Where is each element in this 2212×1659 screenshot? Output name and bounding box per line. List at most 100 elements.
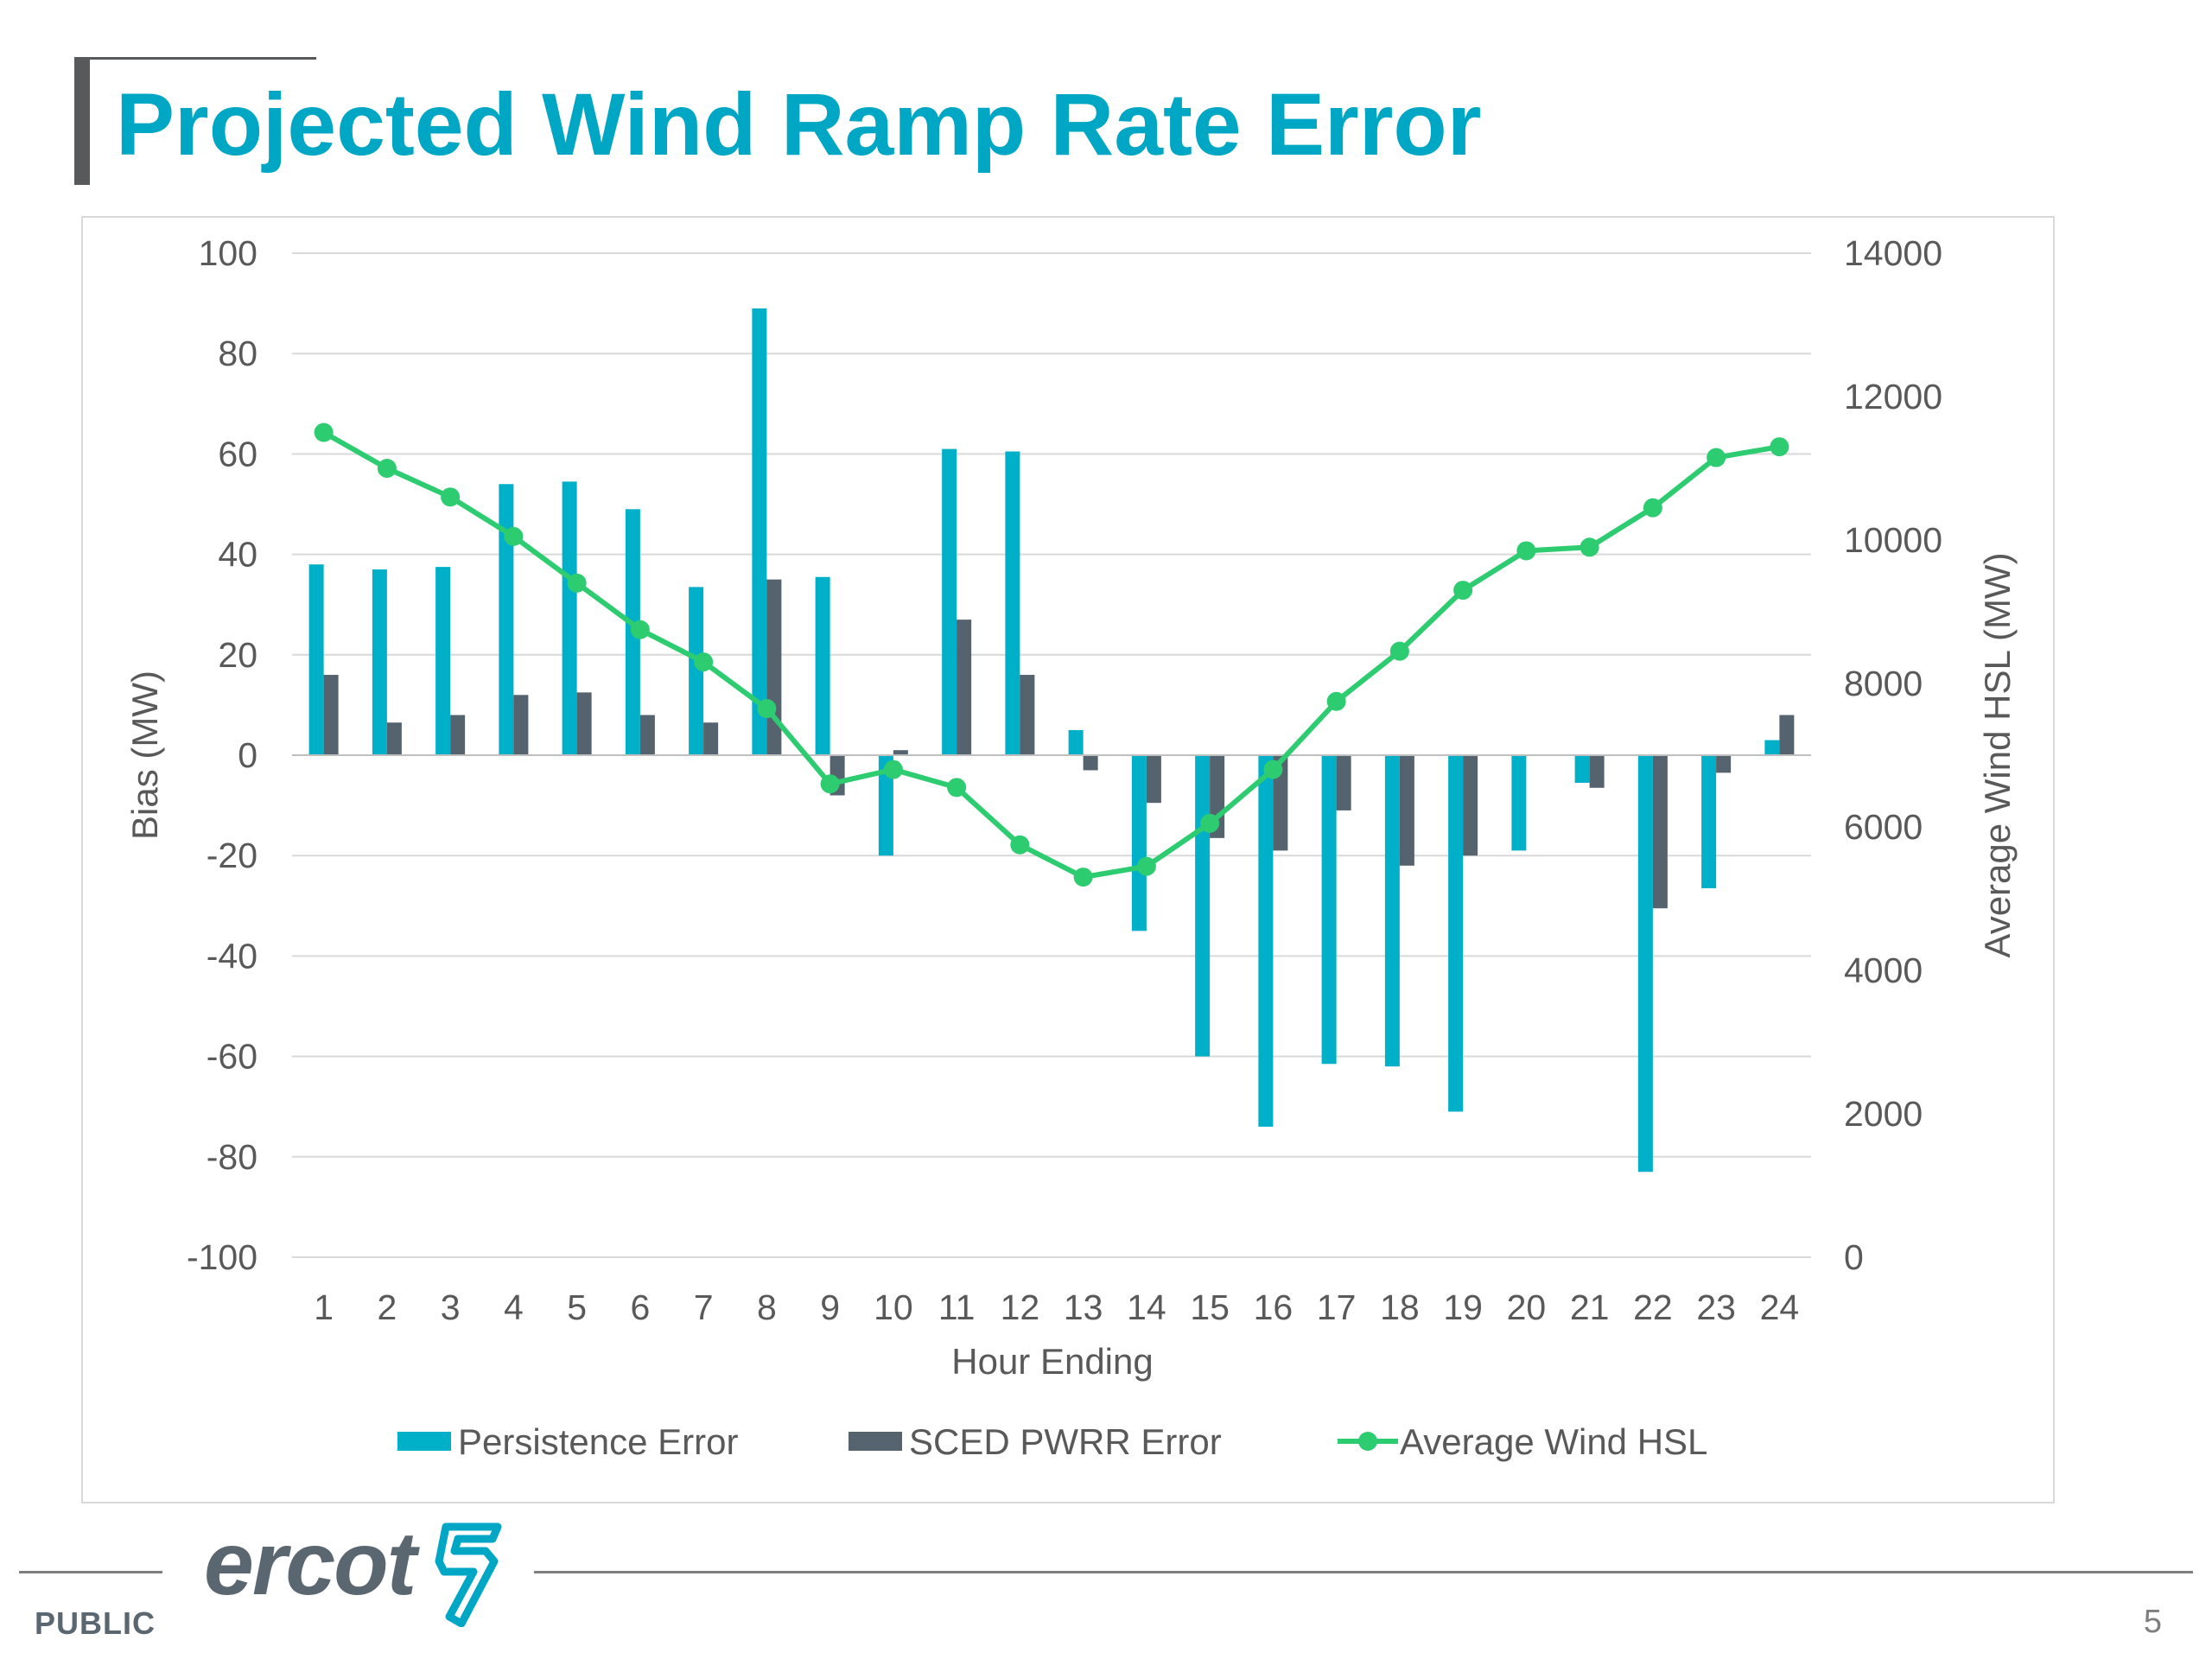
average-wind-hsl-point	[1263, 760, 1283, 779]
x-tick-label: 15	[1190, 1287, 1230, 1327]
y2-tick-label: 10000	[1844, 520, 1942, 560]
y-tick-label: -80	[207, 1137, 257, 1177]
sced-pwrr-error-bar	[1399, 755, 1414, 866]
y-tick-label: 20	[218, 635, 257, 675]
x-tick-label: 14	[1127, 1287, 1166, 1327]
y-tick-label: -100	[187, 1237, 257, 1277]
footer-rule-right	[534, 1571, 2193, 1573]
sced-pwrr-error-bar	[1716, 755, 1732, 773]
y-tick-label: -60	[207, 1037, 257, 1077]
y-tick-label: 60	[218, 434, 257, 474]
x-tick-label: 2	[377, 1287, 397, 1327]
bar-layer	[308, 308, 1795, 1173]
label-layer: 100806040200-20-40-60-80-100140001200010…	[124, 233, 2018, 1382]
persistence-error-bar	[1131, 755, 1147, 931]
x-tick-label: 1	[314, 1287, 334, 1327]
sced-pwrr-error-bar	[893, 750, 908, 755]
ercot-lightning-bolt-icon	[420, 1522, 506, 1631]
persistence-error-bar	[1764, 740, 1780, 755]
average-wind-hsl-point	[314, 423, 334, 442]
persistence-error-bar	[499, 484, 514, 755]
grid-layer	[292, 252, 1811, 1258]
sced-pwrr-error-bar	[1652, 755, 1668, 909]
chart-frame	[81, 216, 2055, 1503]
y-tick-label: 0	[238, 735, 257, 775]
legend-swatch-hsl-marker	[1358, 1432, 1377, 1451]
x-tick-label: 10	[874, 1287, 913, 1327]
average-wind-hsl-point	[1580, 537, 1599, 557]
persistence-error-bar	[562, 481, 577, 755]
x-tick-label: 7	[694, 1287, 714, 1327]
average-wind-hsl-point	[883, 760, 903, 779]
average-wind-hsl-point	[820, 774, 840, 794]
sced-pwrr-error-bar	[766, 579, 782, 755]
y-tick-label: 100	[199, 233, 257, 273]
y-tick-label: -20	[207, 836, 257, 875]
persistence-error-bar	[815, 576, 830, 755]
y2-tick-label: 14000	[1844, 233, 1942, 273]
average-wind-hsl-point	[1389, 641, 1409, 661]
x-tick-label: 9	[820, 1287, 840, 1327]
x-tick-label: 24	[1760, 1287, 1800, 1327]
persistence-error-bar	[1574, 755, 1590, 783]
sced-pwrr-error-bar	[450, 715, 466, 755]
sced-pwrr-error-bar	[1083, 755, 1098, 771]
persistence-error-bar	[308, 564, 324, 755]
average-wind-hsl-point	[1516, 541, 1536, 561]
x-tick-label: 8	[757, 1287, 777, 1327]
sced-pwrr-error-bar	[639, 715, 655, 755]
y-tick-label: 40	[218, 535, 257, 575]
persistence-error-bar	[752, 308, 767, 755]
sced-pwrr-error-bar	[513, 695, 529, 755]
x-tick-label: 23	[1696, 1287, 1736, 1327]
persistence-error-bar	[1321, 755, 1337, 1065]
average-wind-hsl-point	[1453, 581, 1473, 601]
sced-pwrr-error-bar	[386, 722, 402, 755]
x-tick-label: 16	[1254, 1287, 1294, 1327]
persistence-error-bar	[1258, 755, 1274, 1127]
legend-label-sced: SCED PWRR Error	[909, 1421, 1222, 1462]
legend-layer: Persistence Error SCED PWRR Error Average …	[397, 1421, 1707, 1462]
x-tick-label: 17	[1317, 1287, 1357, 1327]
y-tick-label: -40	[207, 936, 257, 976]
average-wind-hsl-point	[377, 459, 397, 478]
sced-pwrr-error-bar	[957, 620, 972, 755]
x-tick-label: 4	[504, 1287, 524, 1327]
average-wind-hsl-point	[1643, 498, 1662, 518]
persistence-error-bar	[1005, 451, 1020, 755]
title-accent-bar	[74, 57, 90, 185]
x-tick-label: 22	[1633, 1287, 1673, 1327]
average-wind-hsl-point	[1136, 856, 1156, 876]
average-wind-hsl-point	[1073, 868, 1093, 887]
y-axis-title: Bias (MW)	[124, 671, 165, 840]
legend-label-hsl: Average Wind HSL	[1400, 1421, 1707, 1462]
persistence-error-bar	[1195, 755, 1211, 1057]
x-tick-label: 12	[1001, 1287, 1040, 1327]
y2-tick-label: 12000	[1844, 377, 1942, 416]
persistence-error-bar	[1637, 755, 1653, 1173]
average-wind-hsl-point	[567, 573, 587, 593]
y2-tick-label: 0	[1844, 1237, 1864, 1277]
average-wind-hsl-point	[1326, 691, 1346, 711]
x-axis-title: Hour Ending	[951, 1341, 1153, 1382]
slide-title: Projected Wind Ramp Rate Error	[116, 75, 1482, 174]
x-tick-label: 13	[1064, 1287, 1103, 1327]
x-tick-label: 18	[1380, 1287, 1420, 1327]
sced-pwrr-error-bar	[323, 675, 339, 755]
persistence-error-bar	[942, 448, 957, 755]
y2-tick-label: 4000	[1844, 950, 1923, 990]
average-wind-hsl-line	[322, 429, 1780, 880]
footer-public-label: PUBLIC	[35, 1605, 156, 1641]
persistence-error-bar	[372, 569, 387, 755]
x-tick-label: 20	[1507, 1287, 1547, 1327]
sced-pwrr-error-bar	[1020, 675, 1035, 755]
sced-pwrr-error-bar	[1463, 755, 1478, 856]
title-top-rule	[74, 57, 316, 60]
persistence-error-bar	[1701, 755, 1717, 888]
persistence-error-bar	[1068, 729, 1084, 755]
average-wind-hsl-point	[694, 652, 714, 672]
y-tick-label: 80	[218, 334, 257, 373]
sced-pwrr-error-bar	[1779, 715, 1795, 755]
sced-pwrr-error-bar	[576, 692, 592, 755]
persistence-error-bar	[1511, 755, 1527, 851]
